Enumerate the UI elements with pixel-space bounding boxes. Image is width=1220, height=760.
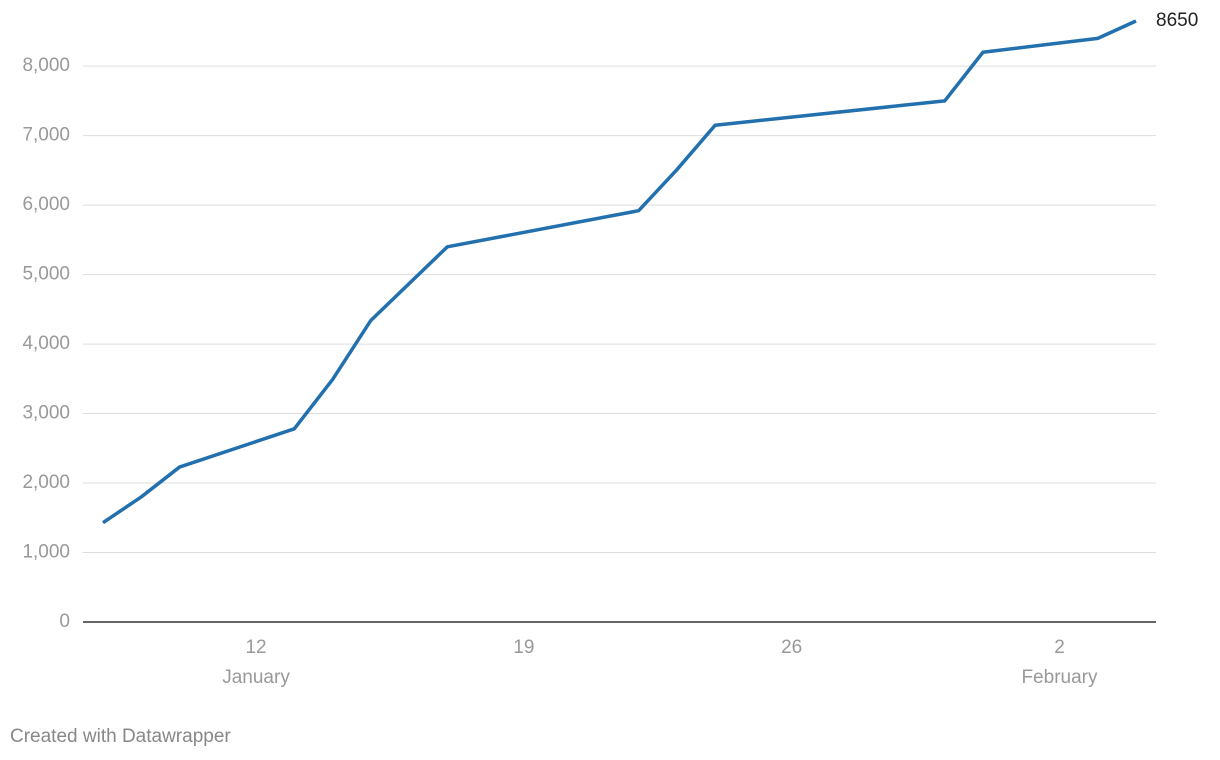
x-tick-label: 26 [781, 637, 802, 658]
y-tick-label: 1,000 [22, 542, 70, 563]
y-tick-label: 4,000 [22, 333, 70, 354]
value-label: 8650 [1156, 10, 1198, 31]
month-label: January [222, 667, 290, 688]
y-tick-label: 0 [59, 611, 70, 632]
x-tick-label: 12 [245, 637, 266, 658]
y-tick-label: 7,000 [22, 125, 70, 146]
line [102, 19, 1137, 525]
x-tick-label: 19 [513, 637, 534, 658]
x-tick-label: 2 [1054, 637, 1065, 658]
y-tick-label: 5,000 [22, 264, 70, 285]
y-tick-label: 3,000 [22, 403, 70, 424]
y-tick-label: 2,000 [22, 472, 70, 493]
footer: Created with Datawrapper [10, 726, 231, 747]
y-tick-label: 6,000 [22, 194, 70, 215]
y-tick-label: 8,000 [22, 55, 70, 76]
month-label: February [1021, 667, 1098, 688]
